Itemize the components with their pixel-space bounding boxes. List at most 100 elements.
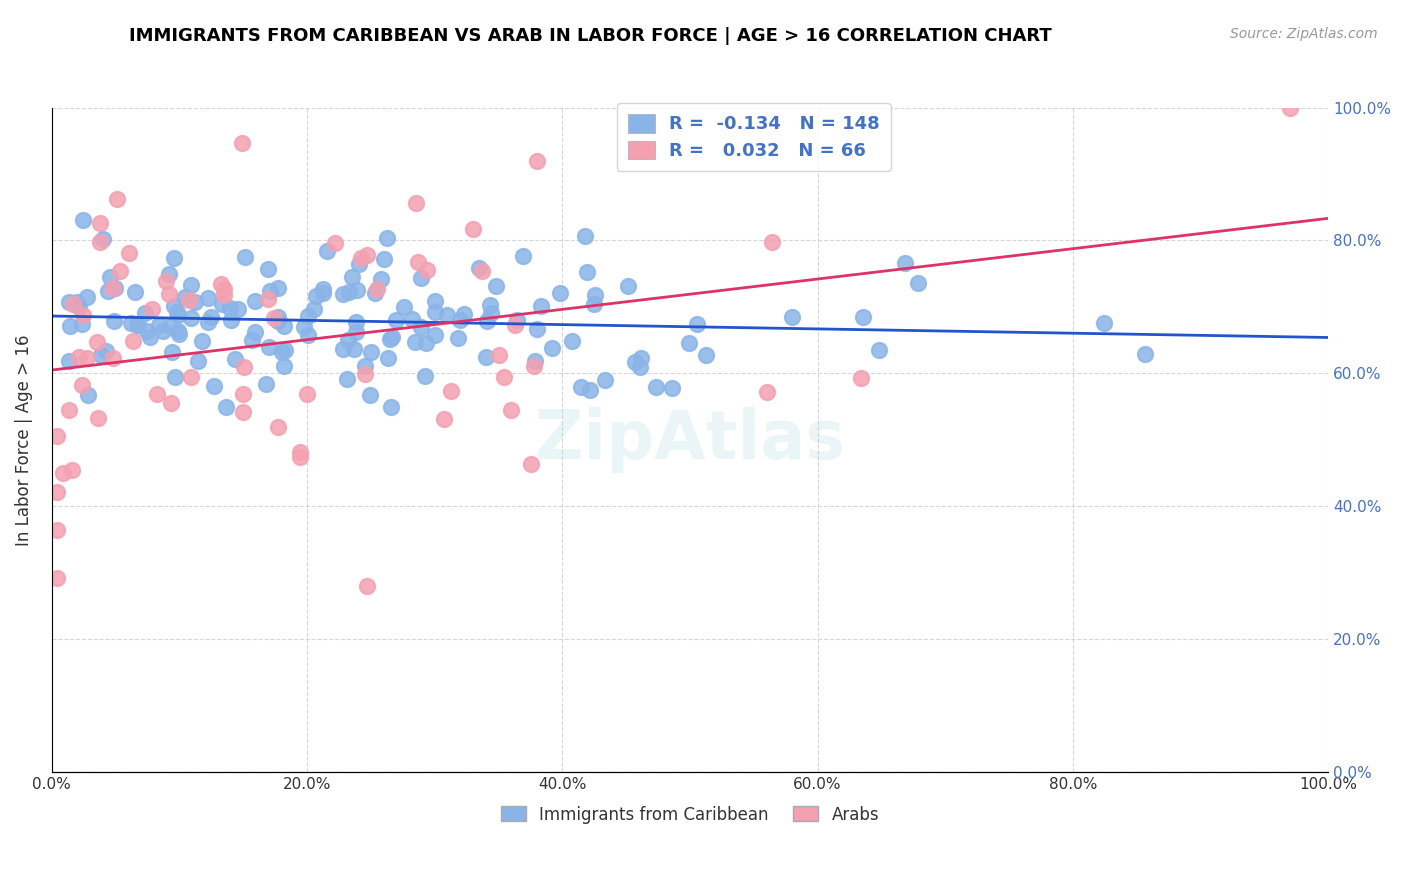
- Point: [256, 261, 278, 276]
- Point: [332, 287, 354, 301]
- Point: [148, 318, 170, 332]
- Point: [541, 341, 564, 355]
- Point: [488, 348, 510, 362]
- Point: [104, 280, 127, 294]
- Point: [98, 270, 121, 285]
- Point: [316, 244, 339, 258]
- Point: [344, 315, 367, 329]
- Point: [163, 369, 186, 384]
- Point: [311, 282, 333, 296]
- Point: [257, 340, 280, 354]
- Point: [232, 404, 254, 418]
- Point: [294, 320, 316, 334]
- Point: [530, 299, 553, 313]
- Point: [45, 428, 67, 442]
- Point: [346, 283, 368, 297]
- Point: [232, 387, 254, 401]
- Point: [212, 288, 235, 302]
- Point: [273, 359, 295, 373]
- Point: [1278, 101, 1301, 115]
- Point: [152, 324, 174, 338]
- Point: [312, 285, 335, 300]
- Point: [461, 222, 484, 236]
- Point: [76, 351, 98, 366]
- Point: [406, 255, 429, 269]
- Point: [582, 297, 605, 311]
- Point: [257, 293, 280, 307]
- Point: [232, 359, 254, 374]
- Point: [440, 384, 463, 398]
- Point: [180, 277, 202, 292]
- Point: [166, 304, 188, 318]
- Point: [520, 457, 543, 471]
- Point: [852, 310, 875, 325]
- Point: [204, 378, 226, 392]
- Point: [405, 196, 427, 211]
- Point: [267, 281, 290, 295]
- Point: [86, 334, 108, 349]
- Point: [139, 330, 162, 344]
- Point: [105, 192, 128, 206]
- Point: [254, 377, 277, 392]
- Point: [415, 335, 437, 350]
- Point: [453, 307, 475, 321]
- Point: [197, 315, 219, 329]
- Point: [416, 263, 439, 277]
- Point: [907, 276, 929, 290]
- Point: [366, 282, 388, 296]
- Point: [59, 319, 82, 334]
- Point: [191, 334, 214, 348]
- Point: [526, 321, 548, 335]
- Point: [575, 265, 598, 279]
- Point: [370, 272, 392, 286]
- Point: [58, 294, 80, 309]
- Point: [475, 350, 498, 364]
- Point: [375, 231, 398, 245]
- Point: [423, 305, 446, 319]
- Point: [409, 320, 432, 334]
- Point: [297, 309, 319, 323]
- Point: [411, 270, 433, 285]
- Point: [72, 213, 94, 227]
- Point: [163, 299, 186, 313]
- Point: [695, 348, 717, 362]
- Point: [72, 308, 94, 322]
- Point: [524, 353, 547, 368]
- Point: [471, 263, 494, 277]
- Point: [60, 463, 83, 477]
- Point: [180, 310, 202, 325]
- Y-axis label: In Labor Force | Age > 16: In Labor Force | Age > 16: [15, 334, 32, 546]
- Point: [127, 318, 149, 333]
- Point: [45, 484, 67, 499]
- Point: [228, 302, 250, 317]
- Point: [69, 300, 91, 314]
- Point: [243, 293, 266, 308]
- Point: [89, 235, 111, 249]
- Point: [359, 388, 381, 402]
- Point: [167, 327, 190, 342]
- Point: [381, 330, 404, 344]
- Point: [58, 402, 80, 417]
- Point: [579, 383, 602, 397]
- Point: [66, 295, 89, 310]
- Point: [76, 290, 98, 304]
- Point: [360, 344, 382, 359]
- Point: [780, 310, 803, 324]
- Point: [101, 351, 124, 365]
- Point: [468, 260, 491, 275]
- Point: [183, 294, 205, 309]
- Point: [851, 371, 873, 385]
- Point: [136, 324, 159, 338]
- Point: [122, 334, 145, 348]
- Point: [479, 298, 502, 312]
- Point: [894, 256, 917, 270]
- Point: [350, 251, 373, 265]
- Point: [174, 290, 197, 304]
- Point: [90, 348, 112, 362]
- Point: [160, 345, 183, 359]
- Point: [91, 232, 114, 246]
- Point: [512, 249, 534, 263]
- Point: [209, 277, 232, 291]
- Point: [267, 310, 290, 324]
- Point: [46, 571, 69, 585]
